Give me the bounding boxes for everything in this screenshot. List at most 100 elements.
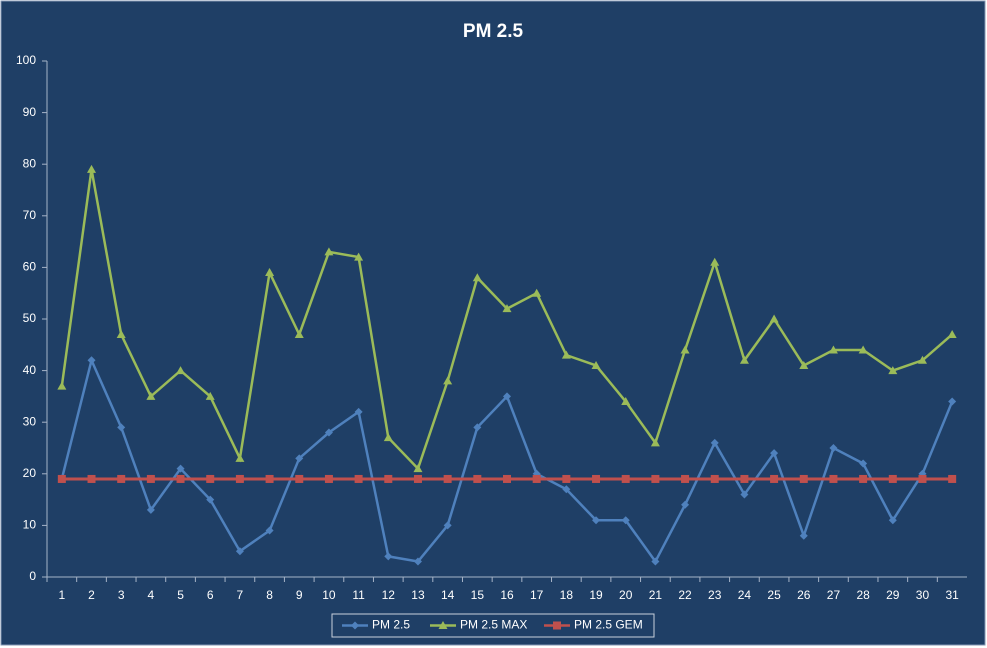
- x-tick-label: 25: [767, 588, 781, 602]
- x-tick-label: 26: [797, 588, 811, 602]
- data-point: [888, 516, 897, 525]
- y-tick-label: 80: [23, 156, 37, 170]
- data-point: [592, 516, 601, 525]
- y-tick-label: 100: [16, 53, 36, 67]
- legend-label: PM 2.5 MAX: [460, 618, 527, 632]
- data-point: [621, 397, 631, 406]
- data-point: [651, 557, 660, 566]
- data-point: [146, 505, 155, 514]
- data-point: [681, 474, 690, 483]
- data-point: [295, 454, 304, 463]
- data-point: [146, 474, 155, 483]
- data-point: [859, 474, 868, 483]
- legend-marker: [351, 621, 359, 630]
- data-point: [384, 474, 393, 483]
- x-tick-label: 19: [589, 588, 603, 602]
- x-tick-label: 7: [237, 588, 244, 602]
- x-tick-label: 9: [296, 588, 303, 602]
- data-point: [117, 423, 126, 432]
- x-tick-label: 28: [856, 588, 870, 602]
- data-point: [473, 474, 482, 483]
- data-point: [828, 345, 838, 354]
- x-tick-label: 11: [352, 588, 365, 602]
- x-tick-label: 31: [945, 588, 959, 602]
- data-point: [532, 288, 542, 297]
- data-point: [770, 474, 779, 483]
- x-tick-label: 23: [708, 588, 722, 602]
- data-point: [799, 474, 808, 483]
- data-point: [413, 557, 422, 566]
- data-point: [503, 474, 511, 483]
- data-point: [562, 474, 571, 483]
- x-tick-label: 13: [411, 588, 425, 602]
- data-point: [324, 428, 333, 437]
- x-tick-label: 27: [827, 588, 841, 602]
- x-tick-label: 8: [266, 588, 273, 602]
- data-point: [799, 531, 808, 540]
- data-point: [947, 329, 957, 338]
- x-tick-label: 6: [207, 588, 214, 602]
- x-tick-label: 12: [382, 588, 396, 602]
- y-tick-label: 10: [23, 518, 37, 532]
- y-tick-label: 70: [23, 208, 37, 222]
- legend-marker: [553, 621, 561, 630]
- y-tick-label: 30: [23, 414, 37, 428]
- data-point: [354, 407, 363, 416]
- data-point: [413, 464, 423, 473]
- data-point: [621, 474, 630, 483]
- data-point: [473, 423, 482, 432]
- data-point: [710, 474, 719, 483]
- data-point: [383, 433, 393, 442]
- data-point: [829, 444, 838, 452]
- data-point: [413, 474, 422, 483]
- x-tick-label: 3: [118, 588, 125, 602]
- x-tick-label: 10: [322, 588, 336, 602]
- data-point: [206, 474, 215, 483]
- data-point: [859, 459, 868, 468]
- data-point: [592, 474, 601, 483]
- x-tick-label: 30: [916, 588, 930, 602]
- data-point: [740, 474, 749, 483]
- data-point: [769, 314, 779, 323]
- data-point: [87, 356, 96, 365]
- data-point: [561, 350, 571, 359]
- data-point: [265, 526, 274, 535]
- data-point: [294, 329, 304, 338]
- x-tick-label: 22: [678, 588, 692, 602]
- y-tick-label: 90: [23, 105, 37, 119]
- y-tick-label: 40: [23, 363, 37, 377]
- data-point: [235, 453, 245, 462]
- data-point: [235, 547, 244, 556]
- data-point: [948, 474, 957, 483]
- x-tick-label: 21: [649, 588, 663, 602]
- legend-marker: [438, 621, 448, 629]
- x-tick-label: 20: [619, 588, 633, 602]
- data-point: [770, 449, 779, 458]
- data-point: [948, 397, 957, 406]
- data-point: [117, 474, 126, 483]
- x-tick-label: 29: [886, 588, 900, 602]
- x-tick-label: 18: [560, 588, 574, 602]
- data-point: [87, 164, 97, 173]
- data-point: [265, 474, 274, 483]
- data-point: [799, 360, 809, 369]
- data-point: [710, 438, 719, 447]
- x-tick-label: 14: [441, 588, 455, 602]
- data-point: [621, 516, 630, 525]
- data-point: [324, 247, 334, 256]
- data-point: [651, 474, 660, 483]
- data-point: [87, 474, 96, 483]
- x-tick-label: 2: [88, 588, 95, 602]
- data-point: [710, 257, 720, 266]
- data-point: [829, 474, 838, 483]
- data-point: [443, 474, 452, 483]
- data-point: [354, 474, 363, 483]
- x-tick-label: 24: [738, 588, 752, 602]
- data-point: [858, 345, 868, 354]
- data-point: [888, 474, 897, 483]
- data-point: [472, 273, 482, 282]
- data-point: [532, 474, 541, 483]
- data-point: [146, 391, 156, 400]
- data-point: [739, 355, 749, 364]
